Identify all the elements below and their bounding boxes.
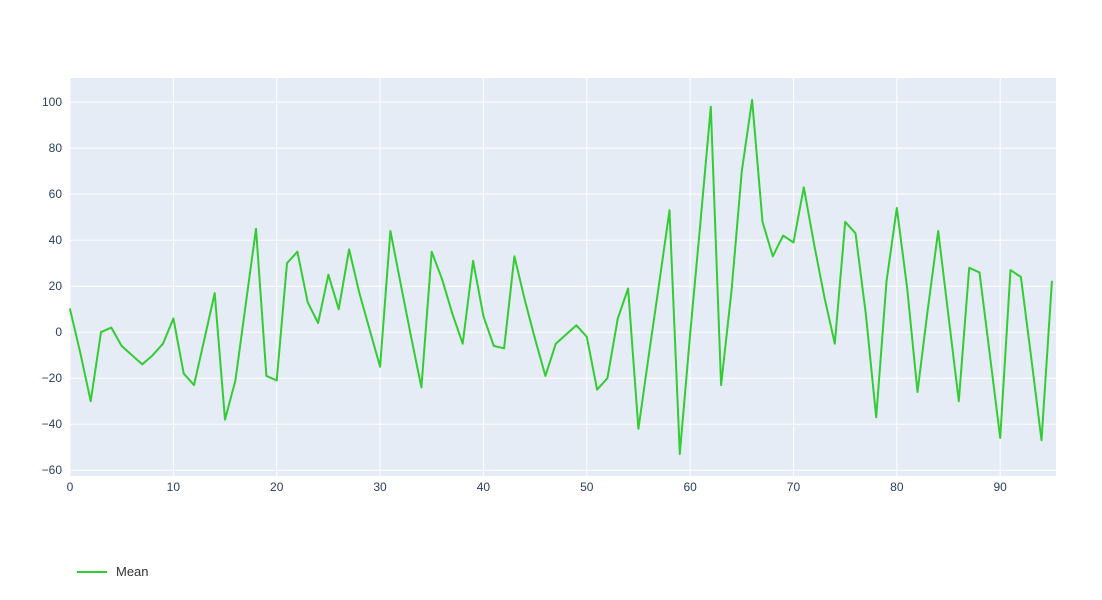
x-tick-label: 90 — [994, 480, 1008, 494]
x-tick-label: 80 — [890, 480, 904, 494]
x-tick-label: 50 — [580, 480, 594, 494]
y-tick-label: 40 — [49, 233, 63, 247]
y-tick-label: −60 — [42, 463, 63, 477]
legend-label: Mean — [116, 564, 149, 579]
y-tick-label: 60 — [49, 187, 63, 201]
x-tick-label: 10 — [167, 480, 181, 494]
y-tick-label: −40 — [42, 417, 63, 431]
x-tick-label: 60 — [683, 480, 697, 494]
x-tick-label: 30 — [373, 480, 387, 494]
legend-item-mean[interactable]: Mean — [77, 564, 149, 580]
y-tick-label: 100 — [42, 95, 62, 109]
y-tick-label: −20 — [42, 371, 63, 385]
series-line-mean[interactable] — [69, 98, 1053, 456]
y-tick-label: 20 — [49, 279, 63, 293]
x-tick-label: 20 — [270, 480, 284, 494]
y-tick-label: 0 — [55, 325, 62, 339]
legend-line-swatch — [77, 571, 107, 573]
x-tick-label: 70 — [787, 480, 801, 494]
x-tick-label: 40 — [477, 480, 491, 494]
plot-background — [70, 78, 1056, 476]
x-tick-label: 0 — [67, 480, 74, 494]
y-tick-label: 80 — [49, 141, 63, 155]
